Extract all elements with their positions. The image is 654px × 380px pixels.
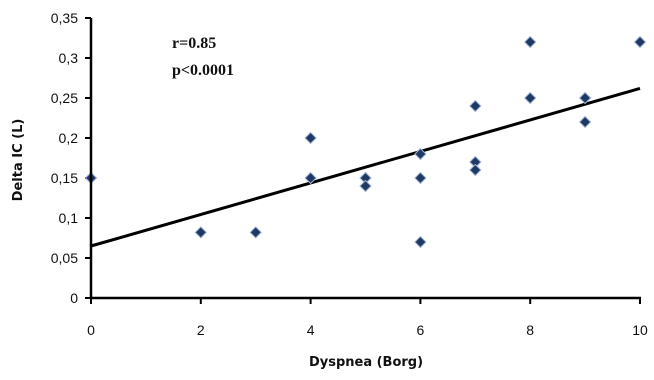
- x-tick-label: 8: [526, 322, 534, 338]
- data-point: [359, 179, 372, 193]
- data-point: [523, 35, 537, 49]
- data-point: [414, 147, 427, 161]
- y-axis-title: Delta IC (L): [11, 119, 26, 202]
- data-point: [414, 171, 427, 185]
- data-point: [523, 91, 537, 105]
- annotation-p: p<0.0001: [172, 62, 234, 79]
- y-tick-label: 0,1: [59, 210, 79, 226]
- x-axis-title: Dyspnea (Borg): [309, 355, 423, 370]
- x-tick-label: 6: [417, 322, 425, 338]
- y-axis-ticks: 0 0,05 0,1 0,15 0,2 0,25 0,3 0,35: [51, 10, 91, 306]
- y-tick-label: 0,25: [51, 90, 78, 106]
- data-point: [469, 163, 482, 177]
- data-point: [194, 226, 208, 239]
- data-point: [578, 91, 592, 105]
- y-tick-label: 0,35: [51, 10, 78, 26]
- x-tick-label: 2: [197, 322, 205, 338]
- x-axis-ticks: 0 2 4 6 8 10: [87, 298, 648, 338]
- x-tick-label: 4: [307, 322, 315, 338]
- trendline: [90, 86, 641, 248]
- y-tick-label: 0,3: [59, 50, 79, 66]
- x-tick-label: 10: [632, 322, 648, 338]
- data-point: [633, 35, 647, 49]
- data-points: [84, 35, 647, 249]
- annotation-r: r=0.85: [172, 35, 216, 52]
- y-tick-label: 0,2: [59, 130, 79, 146]
- y-tick-label: 0,05: [51, 250, 78, 266]
- data-point: [304, 131, 317, 145]
- data-point: [469, 99, 482, 113]
- data-point: [414, 235, 427, 249]
- y-tick-label: 0,15: [51, 170, 78, 186]
- y-tick-label: 0: [70, 290, 78, 306]
- data-point: [249, 226, 262, 239]
- x-tick-label: 0: [87, 322, 95, 338]
- data-point: [578, 115, 592, 129]
- data-point: [304, 171, 317, 185]
